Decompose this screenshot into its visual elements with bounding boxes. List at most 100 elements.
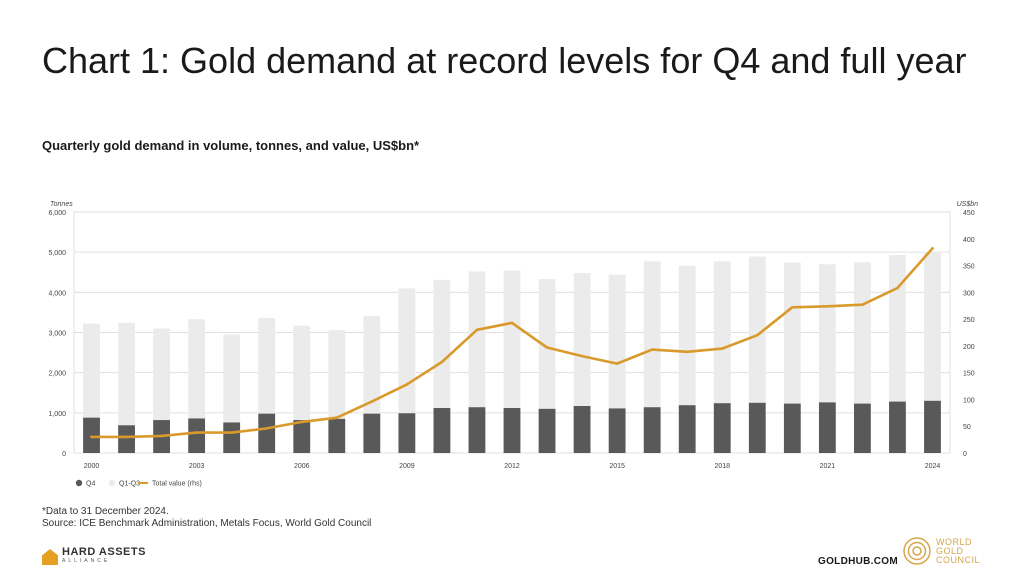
line-point-total-value <box>826 304 829 308</box>
world-gold-council-emblem-icon <box>903 537 931 565</box>
wgc-text-world: WORLD <box>936 536 972 547</box>
bar-q1-q3 <box>363 316 381 414</box>
bar-q1-q3 <box>853 262 871 404</box>
x-tick-label: 2003 <box>189 463 205 470</box>
y-right-tick-label: 300 <box>963 290 975 297</box>
bar-q4 <box>188 418 206 453</box>
bar-q4 <box>468 407 486 453</box>
x-tick-label: 2006 <box>294 463 310 470</box>
line-point-total-value <box>650 348 654 351</box>
bar-q1-q3 <box>889 254 906 402</box>
y-left-tick-label: 3,000 <box>48 331 66 338</box>
legend-swatch-q4 <box>75 479 83 487</box>
wgc-text-council: COUNCIL <box>936 554 981 565</box>
bar-q4 <box>748 402 766 453</box>
bar-q4 <box>713 403 731 453</box>
y-right-tick-label: 150 <box>963 371 975 378</box>
line-point-total-value <box>545 346 549 349</box>
page-title: Chart 1: Gold demand at record levels fo… <box>42 40 967 81</box>
legend-label-q1-q3: Q1-Q3 <box>119 481 140 488</box>
y-right-tick-label: 350 <box>963 264 975 271</box>
line-point-total-value <box>896 286 899 290</box>
bar-q4 <box>924 400 941 453</box>
bar-q1-q3 <box>573 273 591 407</box>
bar-q1-q3 <box>503 270 521 409</box>
bar-q1-q3 <box>924 252 941 401</box>
bar-q1-q3 <box>83 323 100 418</box>
line-point-total-value <box>440 360 444 364</box>
bar-q4 <box>678 405 696 453</box>
y-left-tick-label: 2,000 <box>48 371 66 378</box>
line-point-total-value <box>335 416 339 419</box>
y-right-tick-label: 200 <box>963 344 975 351</box>
line-point-total-value <box>300 420 304 424</box>
bar-q4 <box>363 413 381 453</box>
bar-q4 <box>889 401 906 453</box>
chart-subtitle: Quarterly gold demand in volume, tonnes,… <box>42 138 420 153</box>
bar-q4 <box>503 408 521 453</box>
bar-q1-q3 <box>223 334 241 423</box>
line-point-total-value <box>475 328 479 332</box>
bar-q1-q3 <box>608 274 626 409</box>
bar-q4 <box>433 408 451 453</box>
y-right-tick-label: 0 <box>963 451 967 458</box>
gold-demand-chart: 0 1,000 2,000 3,000 4,000 5,000 6,000 0 50 100 150… <box>48 201 979 488</box>
bar-q1-q3 <box>188 319 206 419</box>
x-tick-label: 2015 <box>609 463 625 470</box>
line-point-total-value <box>580 354 584 358</box>
world-gold-council-logo: WORLD GOLD COUNCIL <box>902 536 980 566</box>
x-tick-label: 2018 <box>714 463 730 470</box>
legend-label-q4: Q4 <box>86 481 95 488</box>
line-point-total-value <box>685 350 689 354</box>
y-left-axis-label: Tonnes <box>50 201 73 208</box>
x-tick-label: 2021 <box>820 463 836 470</box>
y-right-axis-label: US$bn <box>957 201 979 208</box>
bar-q1-q3 <box>713 261 731 404</box>
bar-q4 <box>328 418 346 453</box>
line-point-total-value <box>720 347 724 350</box>
line-point-total-value <box>195 431 198 434</box>
footnote-data-note: *Data to 31 December 2024. <box>42 506 169 517</box>
bar-q1-q3 <box>258 318 276 414</box>
line-point-total-value <box>370 400 374 403</box>
hard-assets-logo-text: HARD ASSETS <box>62 546 146 558</box>
bar-q1-q3 <box>678 265 696 406</box>
bar-q4 <box>853 403 871 453</box>
y-right-tick-label: 50 <box>963 424 971 431</box>
line-point-total-value <box>405 383 409 386</box>
y-right-tick-label: 450 <box>963 210 975 217</box>
bar-q4 <box>573 406 591 453</box>
bar-q1-q3 <box>538 279 556 409</box>
y-left-tick-label: 6,000 <box>48 210 66 217</box>
footnote-source: Source: ICE Benchmark Administration, Me… <box>42 518 372 529</box>
x-tick-label: 2024 <box>925 463 941 470</box>
bar-q1-q3 <box>818 264 836 403</box>
bar-q4 <box>258 413 276 453</box>
line-point-total-value <box>230 431 233 434</box>
hard-assets-house-icon <box>42 549 58 565</box>
y-right-tick-label: 100 <box>963 397 975 404</box>
y-right-tick-label: 400 <box>963 237 975 244</box>
line-point-total-value <box>265 427 269 430</box>
x-tick-label: 2009 <box>399 463 415 470</box>
y-left-tick-label: 1,000 <box>48 411 66 418</box>
bar-q4 <box>223 422 241 453</box>
bar-q1-q3 <box>293 325 311 421</box>
line-point-total-value <box>755 333 759 337</box>
bar-q4 <box>118 425 135 453</box>
bar-q4 <box>398 413 416 453</box>
bar-q4 <box>83 417 100 453</box>
footnote: *Data to 31 December 2024. Source: ICE B… <box>42 506 371 530</box>
hard-assets-logo: HARD ASSETS ALLIANCE <box>42 546 146 568</box>
legend-swatch-q1-q3 <box>108 479 116 487</box>
y-left-tick-label: 5,000 <box>48 250 66 257</box>
bar-q1-q3 <box>748 256 766 403</box>
goldhub-link[interactable]: GOLDHUB.COM <box>818 556 898 567</box>
bar-q4 <box>608 408 626 453</box>
wgc-text-gold: GOLD <box>936 545 964 556</box>
bar-q1-q3 <box>433 279 451 409</box>
line-point-total-value <box>615 362 619 365</box>
bar-q1-q3 <box>328 330 346 419</box>
line-point-total-value <box>90 435 93 439</box>
bar-q1-q3 <box>118 322 135 426</box>
